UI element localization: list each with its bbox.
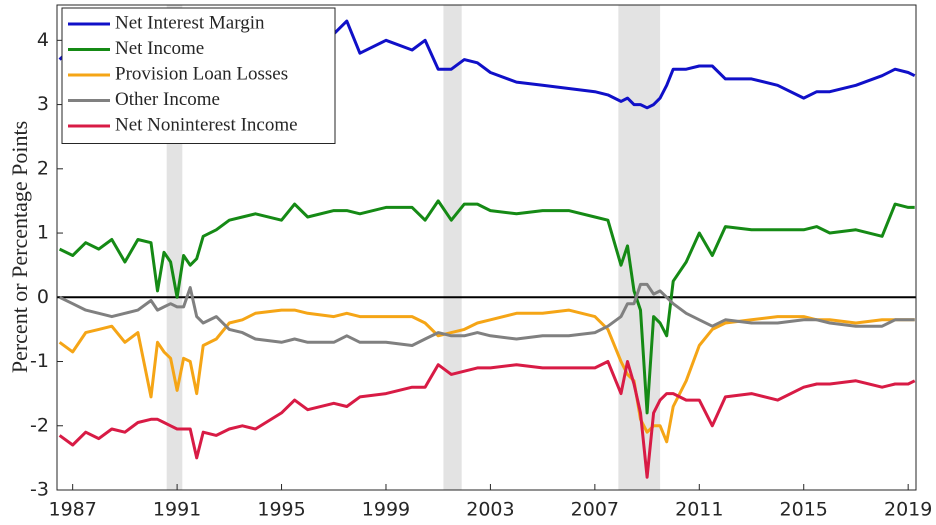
y-tick-label: 3 xyxy=(37,93,49,115)
series-line xyxy=(58,308,915,444)
x-tick-label: 1991 xyxy=(153,499,201,521)
x-tick-label: 2019 xyxy=(884,499,932,521)
y-tick-label: 4 xyxy=(37,29,49,51)
x-tick-label: 2011 xyxy=(675,499,723,521)
x-tick-label: 2015 xyxy=(780,499,828,521)
x-tick-label: 1995 xyxy=(257,499,305,521)
series-line xyxy=(58,360,916,479)
legend-label: Net Income xyxy=(115,38,204,59)
series-line xyxy=(58,282,915,347)
y-tick-label: -1 xyxy=(30,350,49,372)
y-tick-label: 0 xyxy=(37,286,49,308)
legend-label: Other Income xyxy=(115,89,220,110)
legend-label: Provision Loan Losses xyxy=(115,63,288,84)
y-axis-label: Percent or Percentage Points xyxy=(7,121,32,373)
x-tick-label: 2003 xyxy=(466,499,514,521)
x-tick-label: 2007 xyxy=(571,499,619,521)
y-tick-label: -3 xyxy=(30,479,49,501)
legend-label: Net Noninterest Income xyxy=(115,114,298,135)
series-line xyxy=(58,199,915,415)
recession-band xyxy=(443,5,462,490)
x-tick-label: 1987 xyxy=(48,499,96,521)
y-tick-label: 2 xyxy=(37,157,49,179)
plot-frame xyxy=(56,4,917,491)
legend-label: Net Interest Margin xyxy=(115,12,265,33)
x-tick-label: 1999 xyxy=(362,499,410,521)
y-tick-label: 1 xyxy=(37,222,49,244)
y-tick-label: -2 xyxy=(30,414,49,436)
